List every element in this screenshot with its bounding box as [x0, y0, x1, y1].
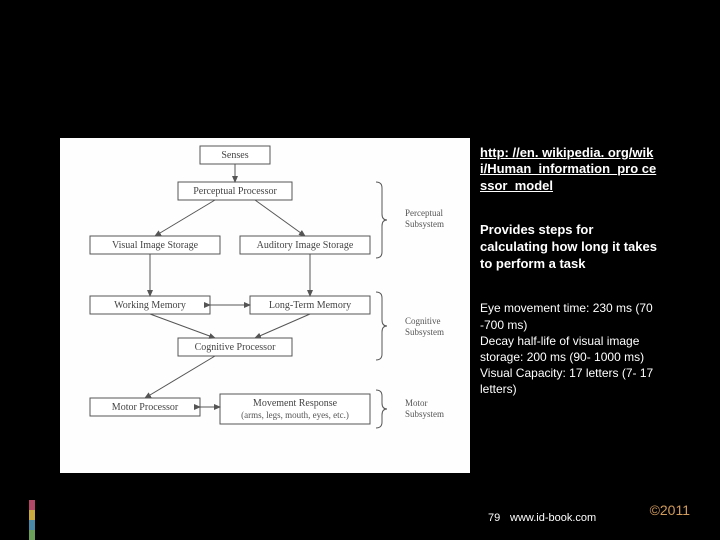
accent-bar — [29, 500, 35, 540]
diagram-panel: Senses Perceptual Processor Visual Image S… — [60, 138, 470, 473]
subsystem-label-1-2: Subsystem — [405, 327, 444, 337]
node-label-cognitive: Cognitive Processor — [195, 342, 276, 353]
node-label-perceptual: Perceptual Processor — [193, 186, 277, 197]
node-label-auditory_store: Auditory Image Storage — [257, 240, 354, 251]
subsystem-label-2-2: Subsystem — [405, 409, 444, 419]
brace-1 — [376, 292, 387, 360]
edge-2 — [255, 200, 305, 236]
node-label-working_mem: Working Memory — [114, 300, 186, 311]
node-label-longterm_mem: Long-Term Memory — [269, 300, 351, 311]
copyright: ©2011 — [650, 502, 690, 518]
summary-text: Provides steps for calculating how long … — [480, 222, 660, 273]
edge-7 — [255, 314, 310, 338]
reference-link[interactable]: http: //en. wikipedia. org/wik i/Human_i… — [480, 145, 660, 194]
edge-1 — [155, 200, 215, 236]
node-label-visual_store: Visual Image Storage — [112, 240, 199, 251]
node-label-movement-1: Movement Response — [253, 398, 338, 409]
node-label-movement-2: (arms, legs, mouth, eyes, etc.) — [241, 410, 349, 420]
subsystem-label-0-1: Perceptual — [405, 208, 443, 218]
edge-6 — [150, 314, 215, 338]
node-label-senses: Senses — [221, 150, 248, 161]
node-label-motor: Motor Processor — [112, 402, 179, 413]
sidebar-text: http: //en. wikipedia. org/wik i/Human_i… — [480, 145, 660, 398]
flowchart-svg: Senses Perceptual Processor Visual Image S… — [60, 138, 470, 473]
stats-text: Eye movement time: 230 ms (70 -700 ms)De… — [480, 300, 660, 397]
page-number: 79 — [488, 512, 500, 524]
edge-8 — [145, 356, 215, 398]
brace-0 — [376, 182, 387, 258]
subsystem-label-1-1: Cognitive — [405, 316, 441, 326]
subsystem-label-0-2: Subsystem — [405, 219, 444, 229]
subsystem-label-2-1: Motor — [405, 398, 428, 408]
footer-url: www.id-book.com — [510, 512, 596, 524]
brace-2 — [376, 390, 387, 428]
